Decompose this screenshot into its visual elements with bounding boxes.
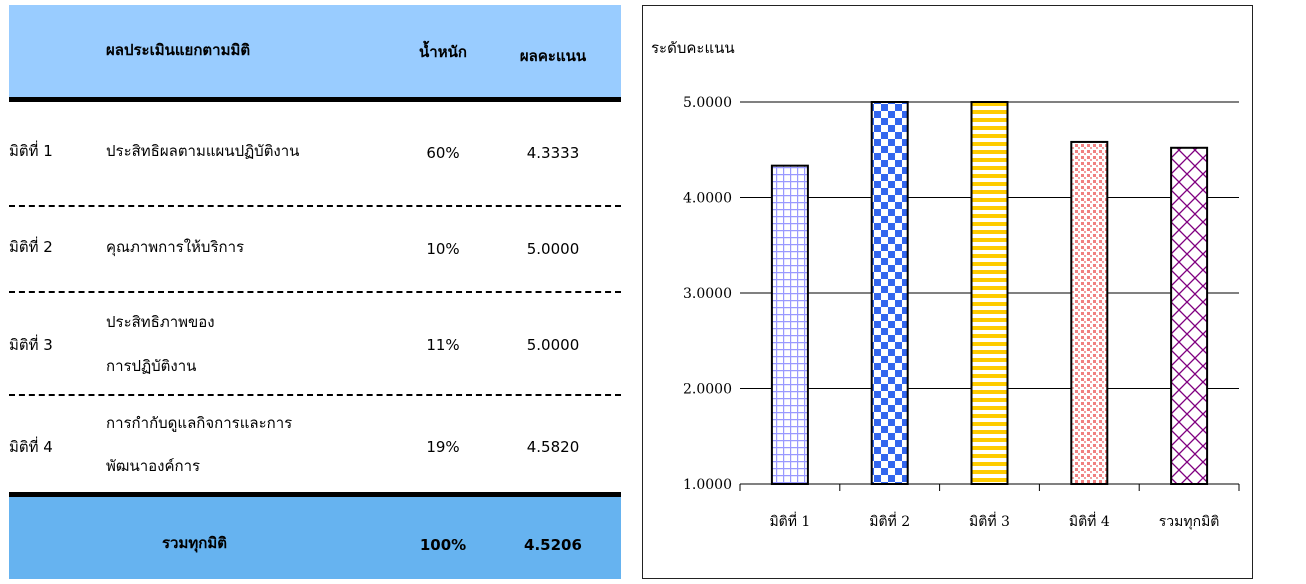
- row-1-dimension: มิติที่ 1: [9, 142, 53, 160]
- bar: [870, 101, 909, 485]
- bar: [970, 101, 1009, 485]
- chart-panel: 1.0000 2.0000 3.0000 4.0000 5.0000 มิติที่ 1 ม…: [642, 5, 1253, 579]
- header-divider: [9, 97, 621, 102]
- total-divider: [9, 492, 621, 497]
- x-tick-label: มิติที่ 2: [869, 512, 910, 530]
- y-tick-label: 5.0000: [683, 95, 732, 111]
- row-1-weight: 60%: [426, 144, 460, 162]
- row-4-weight: 19%: [426, 438, 460, 456]
- row-1-name: ประสิทธิผลตามแผนปฏิบัติงาน: [106, 142, 300, 160]
- row-2-name: คุณภาพการให้บริการ: [106, 238, 245, 256]
- table-header-background: [9, 5, 621, 97]
- x-tick-label: มิติที่ 3: [969, 512, 1010, 530]
- row-4-name-line-2: พัฒนาองค์การ: [106, 457, 201, 475]
- row-3-dimension: มิติที่ 3: [9, 336, 53, 354]
- total-score: 4.5206: [524, 536, 582, 554]
- x-tick-label: มิติที่ 4: [1069, 512, 1110, 530]
- y-tick-label: 2.0000: [683, 382, 732, 398]
- row-divider: [9, 394, 621, 396]
- total-label: รวมทุกมิติ: [162, 534, 227, 552]
- score-table: ผลประเมินแยกตามมิติ น้ำหนัก ผลคะแนน มิติ…: [9, 5, 621, 579]
- header-score: ผลคะแนน: [519, 47, 587, 65]
- x-tick-label: รวมทุกมิติ: [1159, 514, 1220, 530]
- row-3-score: 5.0000: [526, 336, 580, 354]
- row-4-score: 4.5820: [526, 438, 580, 456]
- header-dimension: ผลประเมินแยกตามมิติ: [106, 41, 251, 59]
- row-1-score: 4.3333: [526, 144, 580, 162]
- row-3-name-line-1: ประสิทธิภาพของ: [106, 313, 215, 331]
- row-3-name-line-2: การปฏิบัติงาน: [106, 357, 197, 375]
- row-4-dimension: มิติที่ 4: [9, 438, 53, 456]
- row-divider: [9, 291, 621, 293]
- bar: [1070, 140, 1109, 485]
- bar-chart: 1.0000 2.0000 3.0000 4.0000 5.0000 มิติที่ 1 ม…: [651, 39, 1240, 530]
- y-axis-title: ระดับคะแนน: [651, 39, 735, 57]
- row-4-name-line-1: การกำกับดูแลกิจการและการ: [106, 414, 293, 432]
- bar: [770, 164, 809, 485]
- y-tick-label: 1.0000: [683, 477, 732, 493]
- table-total-background: [9, 494, 621, 579]
- row-2-score: 5.0000: [526, 240, 580, 258]
- x-tick-label: มิติที่ 1: [769, 512, 810, 530]
- row-divider: [9, 205, 621, 207]
- y-tick-label: 4.0000: [683, 191, 732, 207]
- row-2-dimension: มิติที่ 2: [9, 238, 53, 256]
- row-3-weight: 11%: [426, 336, 460, 354]
- row-2-weight: 10%: [426, 240, 460, 258]
- total-weight: 100%: [419, 536, 467, 554]
- header-weight: น้ำหนัก: [419, 43, 467, 61]
- bar: [1170, 146, 1209, 485]
- y-tick-label: 3.0000: [683, 286, 732, 302]
